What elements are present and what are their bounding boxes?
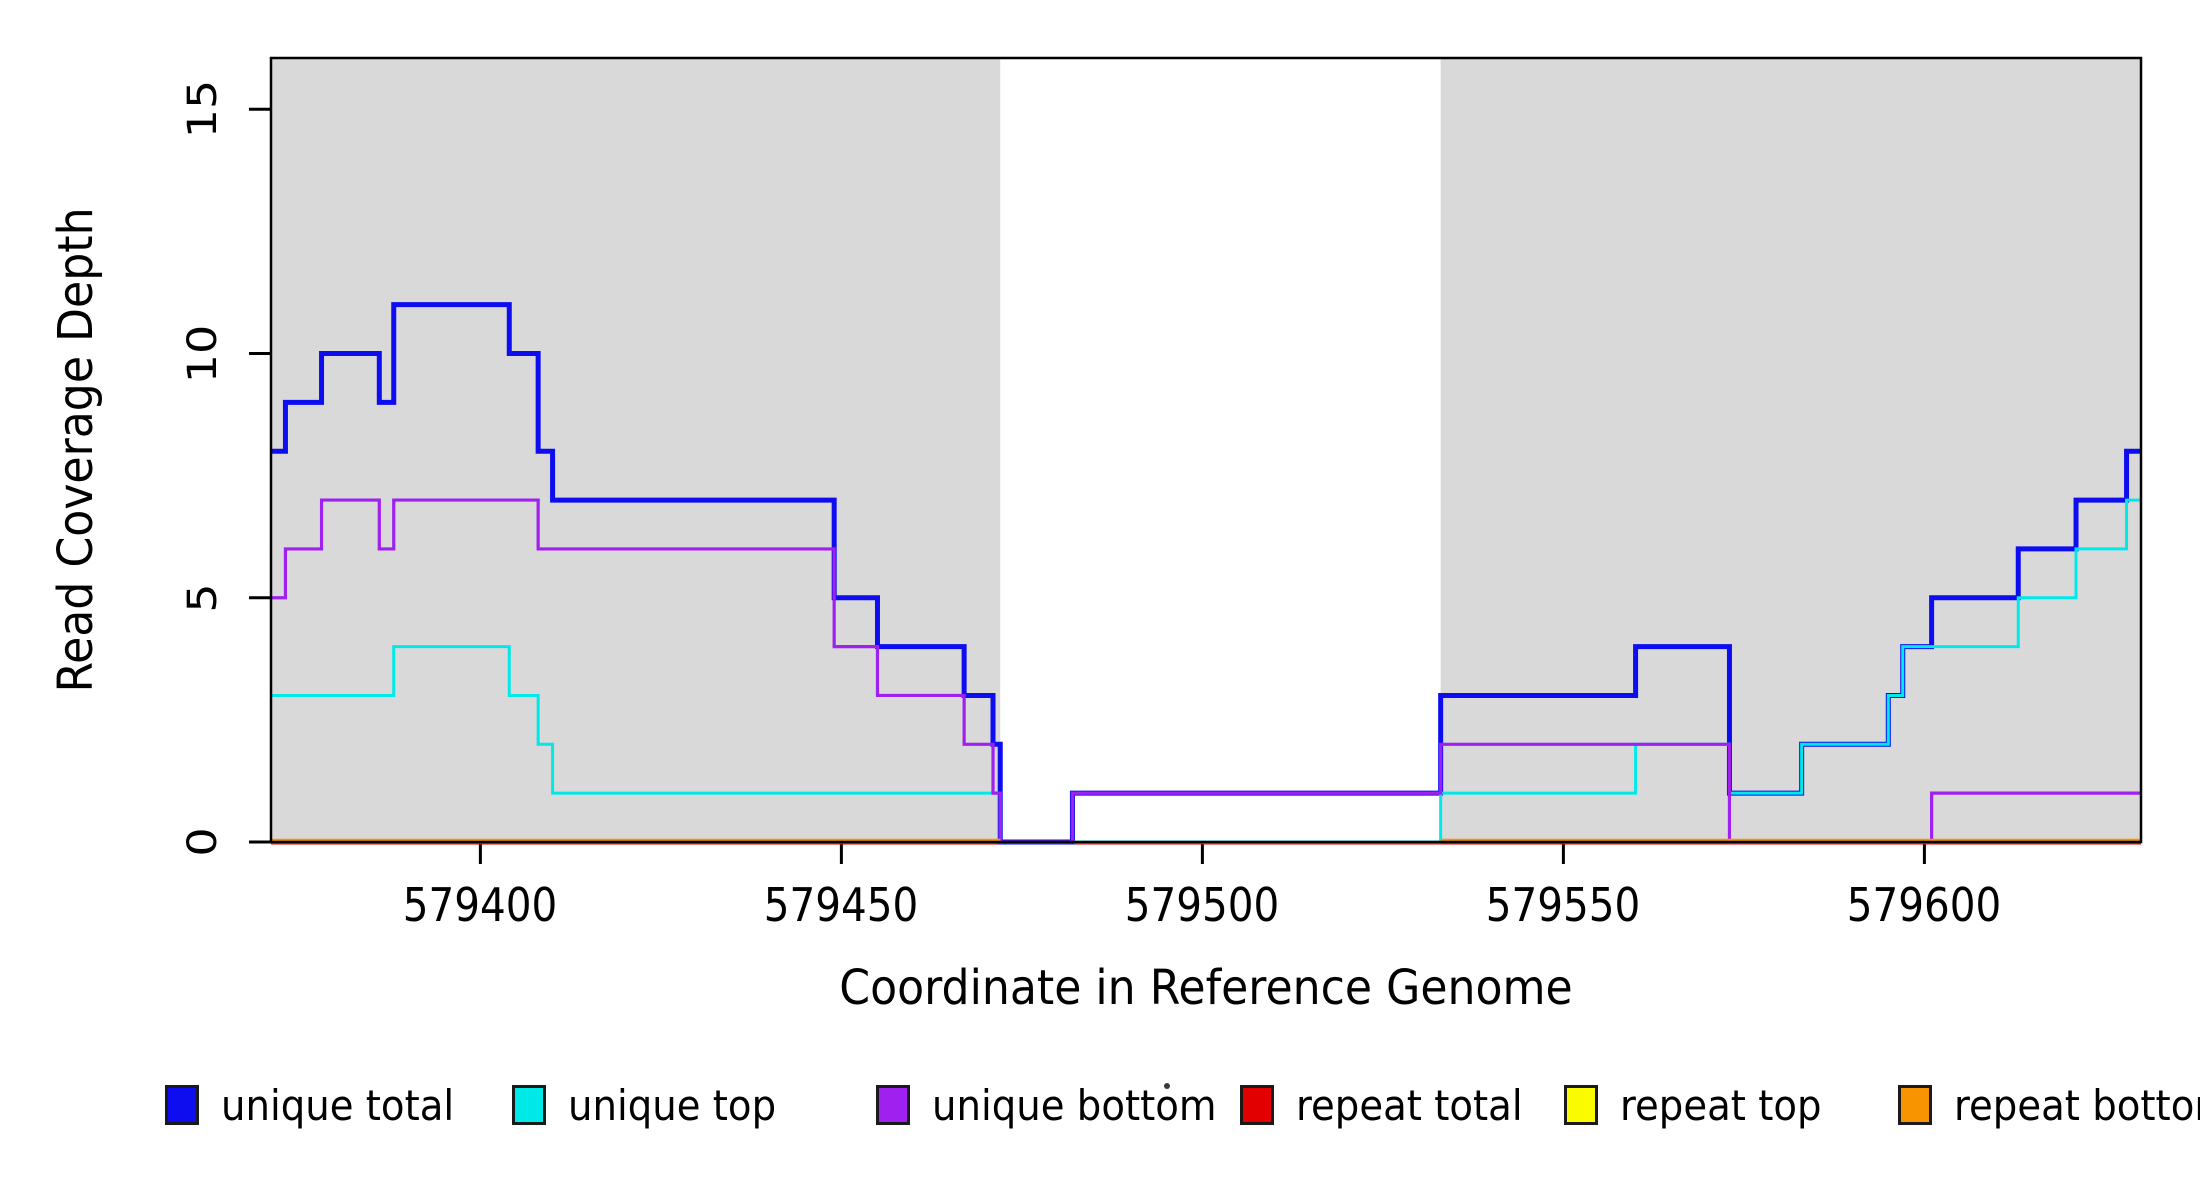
stray-mark-dot bbox=[1164, 1083, 1170, 1089]
x-tick-label: 579500 bbox=[1125, 878, 1280, 932]
x-tick-label: 579400 bbox=[403, 878, 558, 932]
y-tick-label: 10 bbox=[178, 324, 226, 383]
x-tick-label: 579600 bbox=[1847, 878, 2002, 932]
legend-item-repeat-total: repeat total bbox=[1240, 1060, 1542, 1150]
legend-swatch-icon bbox=[1898, 1085, 1932, 1125]
legend-label: repeat total bbox=[1296, 1080, 1523, 1130]
legend-item-repeat-bottom: repeat bottom bbox=[1898, 1060, 2200, 1150]
legend-swatch-icon bbox=[512, 1085, 546, 1125]
legend-label: unique total bbox=[221, 1080, 455, 1130]
legend-label: unique bottom bbox=[932, 1080, 1217, 1130]
legend-label: repeat bottom bbox=[1954, 1080, 2200, 1130]
legend-swatch-icon bbox=[1240, 1085, 1274, 1125]
x-tick-label: 579550 bbox=[1486, 878, 1641, 932]
y-axis-title: Read Coverage Depth bbox=[48, 207, 104, 693]
legend-item-unique-total: unique total bbox=[165, 1060, 474, 1150]
legend-swatch-icon bbox=[1564, 1085, 1598, 1125]
x-axis-title: Coordinate in Reference Genome bbox=[839, 960, 1573, 1016]
plot-border bbox=[269, 56, 2143, 844]
legend-item-repeat-top: repeat top bbox=[1564, 1060, 1839, 1150]
shaded-region bbox=[1440, 58, 2141, 842]
legend-label: unique top bbox=[568, 1080, 777, 1130]
series-line-unique-bottom bbox=[271, 498, 2141, 844]
y-tick-label: 15 bbox=[178, 80, 226, 139]
legend: unique total unique top unique bottom repea… bbox=[0, 1060, 2200, 1150]
legend-swatch-icon bbox=[876, 1085, 910, 1125]
shaded-region bbox=[271, 58, 1001, 842]
legend-item-unique-top: unique top bbox=[512, 1060, 794, 1150]
x-tick-label: 579450 bbox=[764, 878, 919, 932]
legend-swatch-icon bbox=[165, 1085, 199, 1125]
y-tick-label: 5 bbox=[178, 583, 226, 613]
legend-label: repeat top bbox=[1620, 1080, 1822, 1130]
legend-item-unique-bottom: unique bottom bbox=[876, 1060, 1241, 1150]
y-tick-label: 0 bbox=[178, 827, 226, 857]
